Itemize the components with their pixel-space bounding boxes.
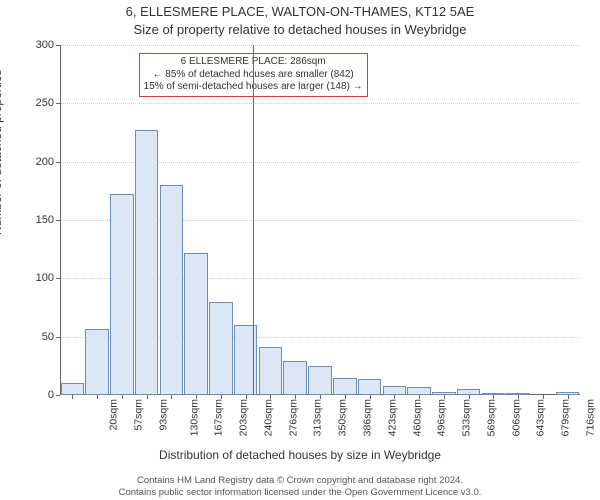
histogram-bar <box>85 329 109 396</box>
x-tick-label: 240sqm <box>262 399 274 436</box>
x-tick <box>72 395 73 399</box>
x-tick-label: 533sqm <box>460 399 472 436</box>
x-tick-label: 167sqm <box>213 399 225 436</box>
x-tick <box>345 395 346 399</box>
x-tick <box>221 395 222 399</box>
histogram-bar <box>407 387 431 395</box>
histogram-bar <box>135 130 159 395</box>
x-tick-label: 313sqm <box>312 399 324 436</box>
x-tick-label: 460sqm <box>411 399 423 436</box>
x-tick <box>246 395 247 399</box>
y-axis-label: Number of detached properties <box>0 70 4 235</box>
footer-line2: Contains public sector information licen… <box>0 487 600 498</box>
x-tick <box>444 395 445 399</box>
x-tick <box>270 395 271 399</box>
x-tick-label: 203sqm <box>238 399 250 436</box>
x-axis-label: Distribution of detached houses by size … <box>0 448 600 462</box>
x-tick <box>147 395 148 399</box>
x-tick-label: 350sqm <box>337 399 349 436</box>
y-tick-label: 50 <box>42 331 60 343</box>
histogram-bar <box>209 302 233 395</box>
x-tick-label: 386sqm <box>361 399 373 436</box>
histogram-bar <box>333 378 357 396</box>
x-tick-label: 606sqm <box>510 399 522 436</box>
histogram-bar <box>160 185 184 395</box>
x-tick-label: 276sqm <box>287 399 299 436</box>
chart-title-line1: 6, ELLESMERE PLACE, WALTON-ON-THAMES, KT… <box>0 4 600 19</box>
x-tick-label: 20sqm <box>108 399 120 431</box>
plot-area: 6 ELLESMERE PLACE: 286sqm← 85% of detach… <box>60 45 580 395</box>
x-tick-label: 93sqm <box>157 399 169 431</box>
y-tick-label: 150 <box>36 214 60 226</box>
y-tick-label: 200 <box>36 156 60 168</box>
x-tick-label: 423sqm <box>386 399 398 436</box>
histogram-bar <box>61 383 85 395</box>
x-tick <box>320 395 321 399</box>
x-tick-label: 716sqm <box>584 399 596 436</box>
footer-attribution: Contains HM Land Registry data © Crown c… <box>0 475 600 498</box>
reference-line <box>253 45 254 395</box>
x-tick <box>196 395 197 399</box>
x-tick <box>295 395 296 399</box>
x-tick-label: 569sqm <box>485 399 497 436</box>
x-tick-label: 130sqm <box>188 399 200 436</box>
footer-line1: Contains HM Land Registry data © Crown c… <box>0 475 600 486</box>
x-tick-label: 679sqm <box>559 399 571 436</box>
y-tick-label: 100 <box>36 272 60 284</box>
x-tick <box>568 395 569 399</box>
x-tick <box>394 395 395 399</box>
y-tick-label: 300 <box>36 39 60 51</box>
x-tick <box>419 395 420 399</box>
y-tick-label: 0 <box>48 389 60 401</box>
x-tick <box>493 395 494 399</box>
histogram-bar <box>308 366 332 395</box>
x-tick-label: 643sqm <box>535 399 547 436</box>
y-tick-label: 250 <box>36 97 60 109</box>
x-tick <box>469 395 470 399</box>
chart-title-line2: Size of property relative to detached ho… <box>0 22 600 37</box>
x-tick <box>122 395 123 399</box>
x-tick-label: 57sqm <box>133 399 145 431</box>
histogram-bar <box>110 194 134 395</box>
x-tick <box>518 395 519 399</box>
histogram-bar <box>259 347 283 395</box>
histogram-bar <box>184 253 208 395</box>
histogram-bar <box>358 379 382 395</box>
histogram-bar <box>283 361 307 395</box>
bars-layer <box>60 45 580 395</box>
x-tick <box>171 395 172 399</box>
histogram-bar <box>383 386 407 395</box>
x-tick <box>370 395 371 399</box>
x-tick-label: 496sqm <box>436 399 448 436</box>
x-tick <box>543 395 544 399</box>
x-tick <box>97 395 98 399</box>
